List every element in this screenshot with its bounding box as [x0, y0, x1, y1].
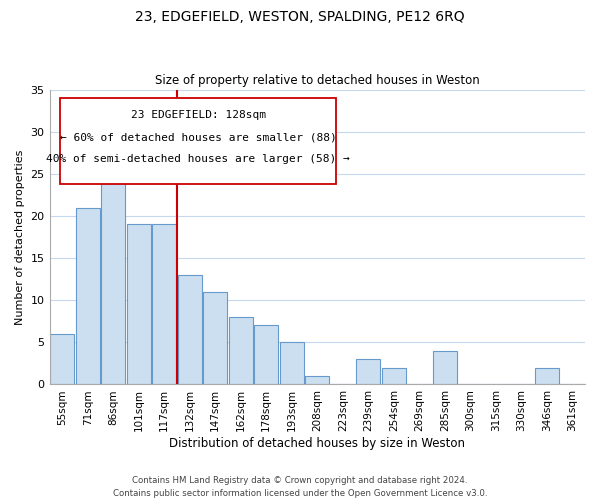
Title: Size of property relative to detached houses in Weston: Size of property relative to detached ho…: [155, 74, 479, 87]
Bar: [76, 208, 100, 384]
Bar: [305, 376, 329, 384]
Bar: [535, 368, 559, 384]
FancyBboxPatch shape: [60, 98, 336, 184]
Text: 23 EDGEFIELD: 128sqm: 23 EDGEFIELD: 128sqm: [131, 110, 266, 120]
Text: 40% of semi-detached houses are larger (58) →: 40% of semi-detached houses are larger (…: [46, 154, 350, 164]
Text: Contains HM Land Registry data © Crown copyright and database right 2024.
Contai: Contains HM Land Registry data © Crown c…: [113, 476, 487, 498]
Bar: [433, 351, 457, 384]
Text: 23, EDGEFIELD, WESTON, SPALDING, PE12 6RQ: 23, EDGEFIELD, WESTON, SPALDING, PE12 6R…: [135, 10, 465, 24]
Bar: [229, 317, 253, 384]
X-axis label: Distribution of detached houses by size in Weston: Distribution of detached houses by size …: [169, 437, 465, 450]
Bar: [178, 275, 202, 384]
Text: ← 60% of detached houses are smaller (88): ← 60% of detached houses are smaller (88…: [60, 132, 337, 142]
Bar: [254, 326, 278, 384]
Bar: [101, 166, 125, 384]
Y-axis label: Number of detached properties: Number of detached properties: [15, 150, 25, 324]
Bar: [127, 224, 151, 384]
Bar: [280, 342, 304, 384]
Bar: [203, 292, 227, 384]
Bar: [50, 334, 74, 384]
Bar: [382, 368, 406, 384]
Bar: [152, 224, 176, 384]
Bar: [356, 359, 380, 384]
